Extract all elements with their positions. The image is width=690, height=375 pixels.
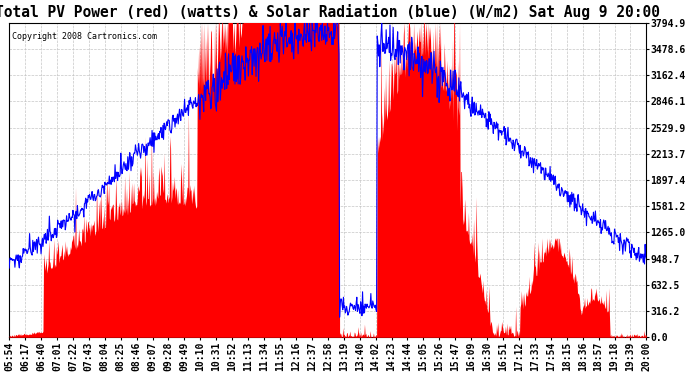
- Title: Total PV Power (red) (watts) & Solar Radiation (blue) (W/m2) Sat Aug 9 20:00: Total PV Power (red) (watts) & Solar Rad…: [0, 4, 660, 20]
- Text: Copyright 2008 Cartronics.com: Copyright 2008 Cartronics.com: [12, 32, 157, 41]
